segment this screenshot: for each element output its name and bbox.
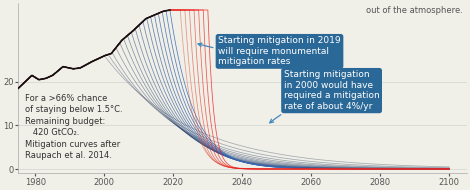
Text: For a >66% chance
of staying below 1.5°C.
Remaining budget:
   420 GtCO₂.
Mitiga: For a >66% chance of staying below 1.5°C…: [25, 94, 123, 160]
Text: out of the atmosphere.: out of the atmosphere.: [366, 6, 463, 15]
Text: Starting mitigation
in 2000 would have
required a mitigation
rate of about 4%/yr: Starting mitigation in 2000 would have r…: [270, 70, 379, 123]
Text: Starting mitigation in 2019
will require monumental
mitigation rates: Starting mitigation in 2019 will require…: [198, 36, 341, 66]
